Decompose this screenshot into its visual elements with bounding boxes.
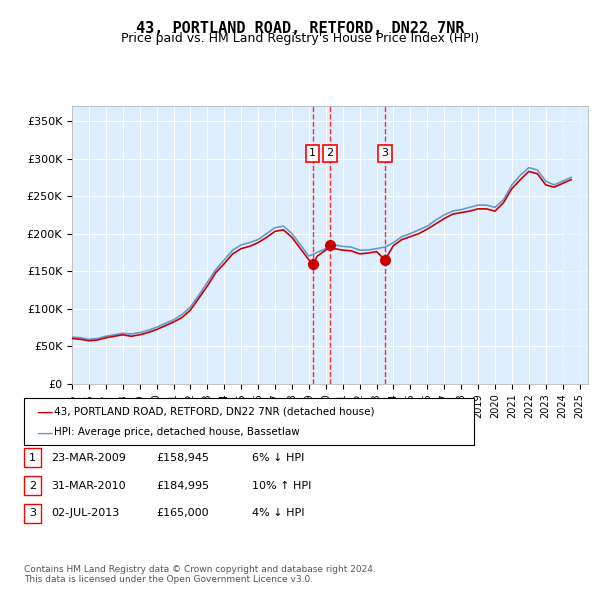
Text: HPI: Average price, detached house, Bassetlaw: HPI: Average price, detached house, Bass…: [54, 428, 300, 437]
Text: 3: 3: [382, 148, 388, 158]
Bar: [563, 106, 588, 384]
Text: 31-MAR-2010: 31-MAR-2010: [51, 481, 125, 490]
Text: 3: 3: [29, 509, 36, 518]
Text: 23-MAR-2009: 23-MAR-2009: [51, 453, 126, 463]
Text: 1: 1: [309, 148, 316, 158]
Text: Contains HM Land Registry data © Crown copyright and database right 2024.
This d: Contains HM Land Registry data © Crown c…: [24, 565, 376, 584]
Text: £184,995: £184,995: [156, 481, 209, 490]
Text: Price paid vs. HM Land Registry's House Price Index (HPI): Price paid vs. HM Land Registry's House …: [121, 32, 479, 45]
Text: 6% ↓ HPI: 6% ↓ HPI: [252, 453, 304, 463]
Text: —: —: [36, 403, 53, 421]
Text: 2: 2: [29, 481, 36, 490]
Text: £158,945: £158,945: [156, 453, 209, 463]
Text: 10% ↑ HPI: 10% ↑ HPI: [252, 481, 311, 490]
Text: —: —: [36, 424, 53, 441]
Text: 1: 1: [29, 453, 36, 463]
Text: 43, PORTLAND ROAD, RETFORD, DN22 7NR: 43, PORTLAND ROAD, RETFORD, DN22 7NR: [136, 21, 464, 35]
Text: 2: 2: [326, 148, 334, 158]
Text: £165,000: £165,000: [156, 509, 209, 518]
Text: 02-JUL-2013: 02-JUL-2013: [51, 509, 119, 518]
Text: 4% ↓ HPI: 4% ↓ HPI: [252, 509, 305, 518]
Text: 43, PORTLAND ROAD, RETFORD, DN22 7NR (detached house): 43, PORTLAND ROAD, RETFORD, DN22 7NR (de…: [54, 407, 374, 417]
